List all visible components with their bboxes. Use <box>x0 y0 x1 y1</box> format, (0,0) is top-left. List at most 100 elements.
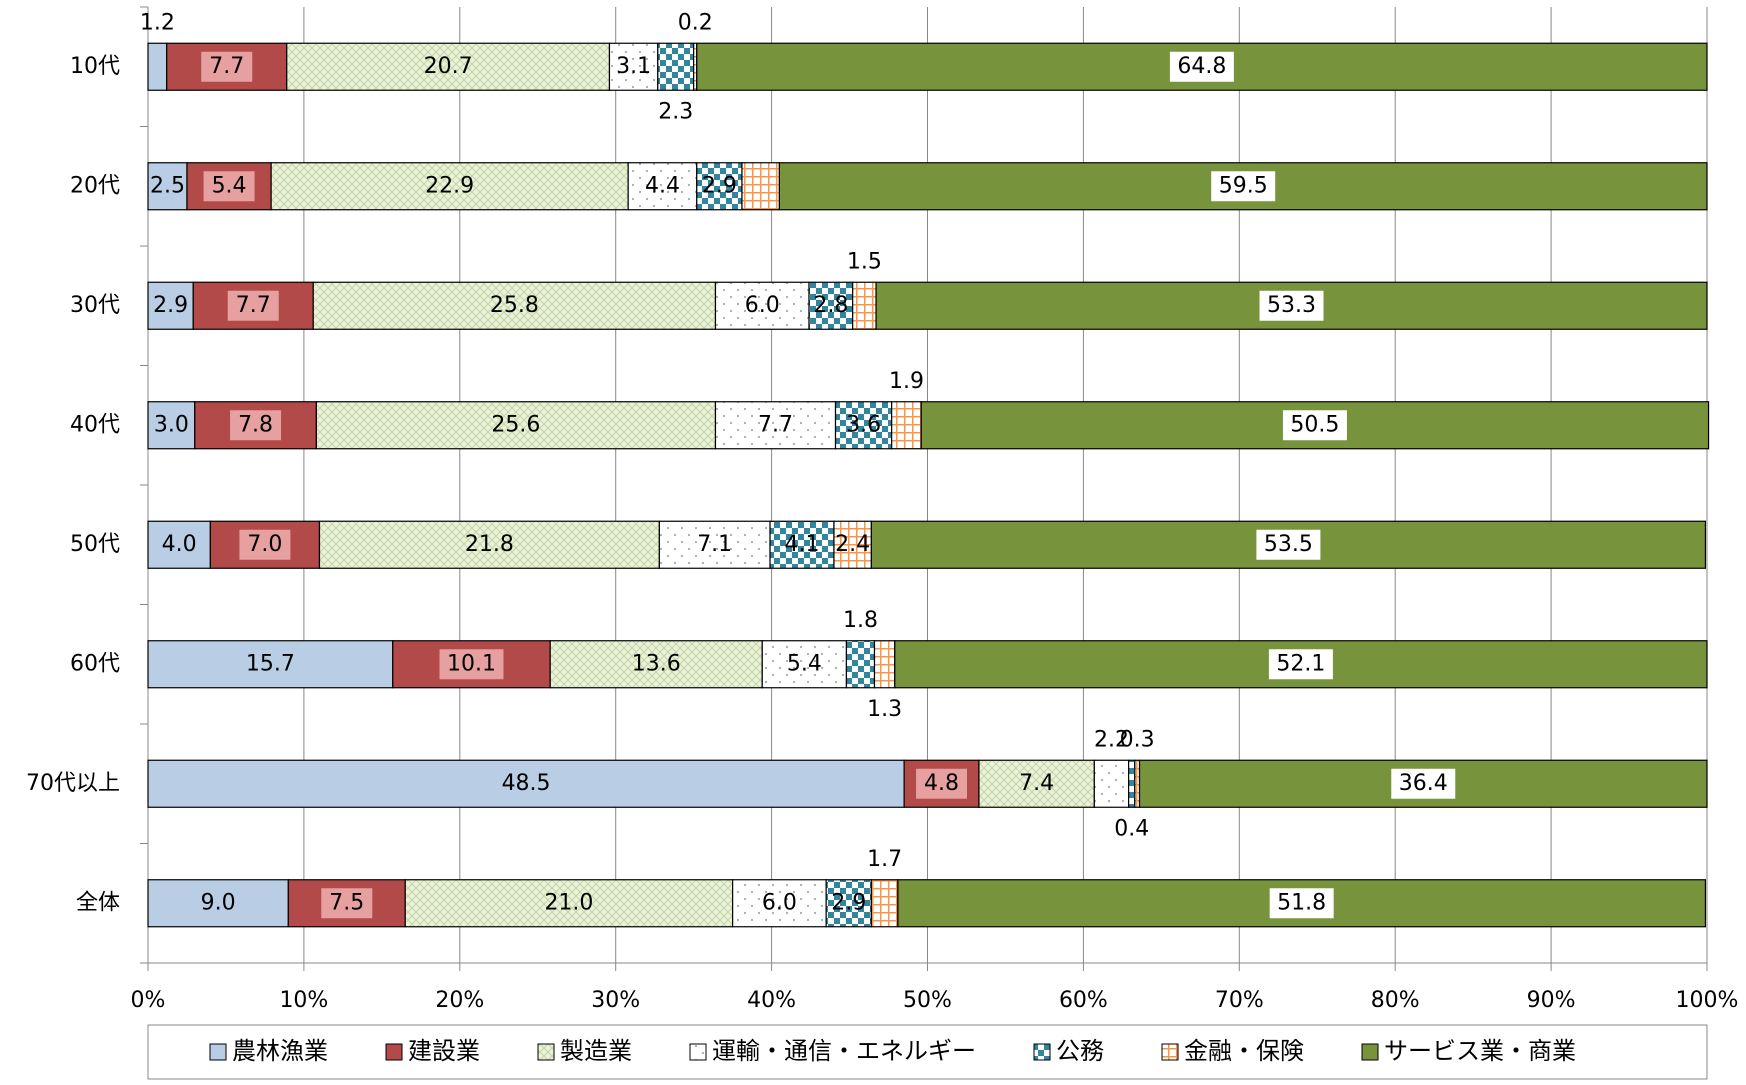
y-tick-label: 30代 <box>70 293 120 318</box>
bar-segment <box>549 640 763 689</box>
bar-segment <box>741 162 780 211</box>
label-bg <box>1256 529 1321 560</box>
data-label: 2.9 <box>702 173 737 198</box>
label-bg <box>203 171 255 202</box>
y-tick-label: 20代 <box>70 173 120 198</box>
data-label: 53.5 <box>1264 532 1313 557</box>
data-label: 4.8 <box>924 771 959 796</box>
x-tick-label: 0% <box>131 988 166 1013</box>
data-label: 1.3 <box>867 697 902 722</box>
legend-label: 農林漁業 <box>232 1037 328 1065</box>
data-label: 2.9 <box>831 890 866 915</box>
bar-segment <box>286 42 611 91</box>
label-bg <box>1169 51 1234 82</box>
data-label: 51.8 <box>1277 890 1326 915</box>
data-label: 50.5 <box>1290 412 1339 437</box>
bar-segment <box>1128 759 1136 808</box>
data-label: 7.1 <box>697 532 732 557</box>
data-label: 2.2 <box>1094 727 1129 752</box>
x-tick-label: 90% <box>1527 988 1576 1013</box>
data-label: 4.4 <box>645 173 680 198</box>
legend-label: 建設業 <box>408 1037 480 1065</box>
label-bg <box>1259 290 1324 321</box>
label-bg <box>439 649 504 680</box>
legend-box <box>147 1024 1708 1080</box>
data-label: 3.0 <box>154 412 189 437</box>
legend-swatch <box>689 1043 707 1061</box>
bar-segment <box>808 281 854 330</box>
data-label: 9.0 <box>201 890 236 915</box>
bar-segment <box>845 640 876 689</box>
data-label: 2.3 <box>658 99 693 124</box>
bar-segment <box>778 162 1708 211</box>
bar-segment <box>147 520 211 569</box>
data-label: 3.6 <box>846 412 881 437</box>
data-label: 7.4 <box>1019 771 1054 796</box>
bar-segment <box>833 520 872 569</box>
data-label: 15.7 <box>246 651 295 676</box>
data-label: 2.5 <box>150 173 185 198</box>
data-label: 0.4 <box>1114 816 1149 841</box>
bar-segment <box>657 42 695 91</box>
bar-segment <box>825 879 872 928</box>
legend-label: 運輸・通信・エネルギー <box>712 1037 976 1065</box>
y-tick-label: 50代 <box>70 532 120 557</box>
data-label: 59.5 <box>1219 173 1268 198</box>
bar-segment <box>891 401 922 450</box>
label-bg <box>227 290 279 321</box>
data-label: 7.0 <box>247 532 282 557</box>
bar-segment <box>714 401 837 450</box>
legend-label: 製造業 <box>560 1037 632 1065</box>
data-label: 6.0 <box>762 890 797 915</box>
label-bg <box>239 529 291 560</box>
bar-segment <box>1134 759 1141 808</box>
y-tick-label: 全体 <box>76 890 120 915</box>
data-label: 64.8 <box>1177 54 1226 79</box>
data-label: 5.4 <box>212 173 247 198</box>
data-label: 7.7 <box>236 293 271 318</box>
bar-segment <box>627 162 698 211</box>
bar-segment <box>761 640 848 689</box>
data-label: 7.7 <box>758 412 793 437</box>
data-label: 0.3 <box>1120 727 1155 752</box>
label-bg <box>1391 768 1456 799</box>
legend-swatch <box>1161 1043 1179 1061</box>
bar-segment <box>147 879 289 928</box>
label-bg <box>1269 888 1334 919</box>
y-tick-label: 60代 <box>70 651 120 676</box>
bar-segment <box>852 281 877 330</box>
bar-segment <box>696 162 743 211</box>
data-label: 2.9 <box>153 293 188 318</box>
data-label: 21.8 <box>465 532 514 557</box>
bar-segment <box>312 281 717 330</box>
data-label: 1.7 <box>867 847 902 872</box>
bar-segment <box>1093 759 1130 808</box>
data-label: 5.4 <box>787 651 822 676</box>
x-tick-label: 40% <box>747 988 796 1013</box>
label-bg <box>1282 410 1347 441</box>
legend-swatch <box>209 1043 227 1061</box>
bar-segment <box>147 759 905 808</box>
legend-swatch <box>1361 1043 1379 1061</box>
label-bg <box>230 410 282 441</box>
data-label: 7.5 <box>329 890 364 915</box>
data-label: 10.1 <box>447 651 496 676</box>
data-label: 2.8 <box>813 293 848 318</box>
data-label: 2.4 <box>835 532 870 557</box>
data-label: 48.5 <box>502 771 551 796</box>
data-label: 22.9 <box>425 173 474 198</box>
bar-segment <box>147 42 168 91</box>
bar-segment <box>147 162 188 211</box>
bar-segment <box>769 520 835 569</box>
data-label: 20.7 <box>424 54 473 79</box>
legend-swatch <box>1033 1043 1051 1061</box>
bar-segment <box>870 879 899 928</box>
x-tick-label: 10% <box>279 988 328 1013</box>
bar-segment <box>978 759 1095 808</box>
label-bg <box>1211 171 1276 202</box>
data-label: 1.2 <box>140 10 175 35</box>
x-tick-label: 20% <box>435 988 484 1013</box>
bar-segment <box>287 879 406 928</box>
x-tick-label: 100% <box>1676 988 1739 1013</box>
